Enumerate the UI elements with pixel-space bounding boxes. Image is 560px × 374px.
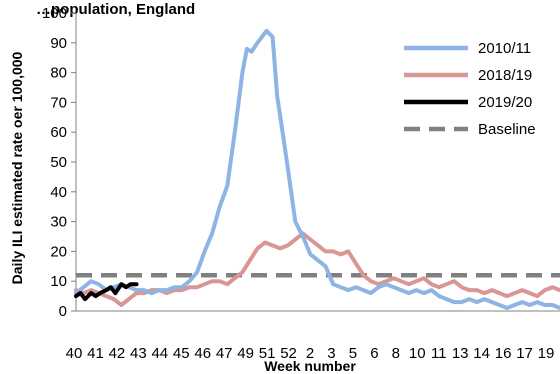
series-layer [74,28,560,310]
x-axis-ticks: 40 41 42 43 44 45 46 47 49 51 52 2 3 5 6 8 10 11 13 14 16 17 1… [66,345,555,362]
x-tick-label: 46 [194,345,211,362]
x-axis-title: Week number [264,358,356,374]
x-tick-label: 51 [259,345,276,362]
x-tick-label: 45 [173,345,190,362]
x-tick-label: 43 [130,345,147,362]
y-tick-label: 10 [50,273,67,290]
y-tick-label: 40 [50,184,67,201]
x-tick-label: 19 [538,345,555,362]
y-tick-label: 50 [50,154,67,171]
x-tick-label: 52 [280,345,297,362]
x-tick-label: 44 [151,345,168,362]
x-tick-label: 41 [87,345,104,362]
series-line-2010-11 [74,28,560,310]
y-tick-label: 70 [50,94,67,111]
x-tick-label: 40 [66,345,83,362]
y-tick-label: 60 [50,124,67,141]
x-tick-label: 16 [495,345,512,362]
chart-legend: 2010/11 2018/19 2019/20 Baseline [404,40,536,138]
x-tick-label: 8 [392,345,400,362]
x-tick-label: 6 [370,345,378,362]
x-tick-label: 2 [306,345,314,362]
y-tick-label: 80 [50,65,67,82]
x-tick-label: 5 [349,345,357,362]
x-tick-label: 11 [431,345,447,362]
x-tick-label: 14 [473,345,490,362]
y-tick-label: 30 [50,214,67,231]
series-line-2019-20 [74,282,139,302]
y-axis-title: Daily ILI estimated rate oer 100,000 [9,51,25,284]
x-tick-label: 49 [237,345,254,362]
legend-label: 2019/20 [478,94,532,111]
y-tick-label: 0 [59,303,67,320]
legend-label: Baseline [478,121,536,138]
y-tick-label: 90 [50,35,67,52]
x-tick-label: 17 [516,345,533,362]
legend-label: 2018/19 [478,67,532,84]
y-axis-ticks: 0 10 20 30 40 50 60 70 80 90 100 [42,5,76,320]
x-tick-label: 13 [452,345,469,362]
x-tick-label: 3 [327,345,335,362]
series-line-2018-19 [74,231,560,307]
x-tick-label: 42 [109,345,126,362]
y-tick-label: 20 [50,243,67,260]
x-tick-label: 10 [409,345,426,362]
x-tick-label: 47 [216,345,233,362]
legend-label: 2010/11 [478,40,531,57]
y-tick-label: 100 [42,5,67,22]
